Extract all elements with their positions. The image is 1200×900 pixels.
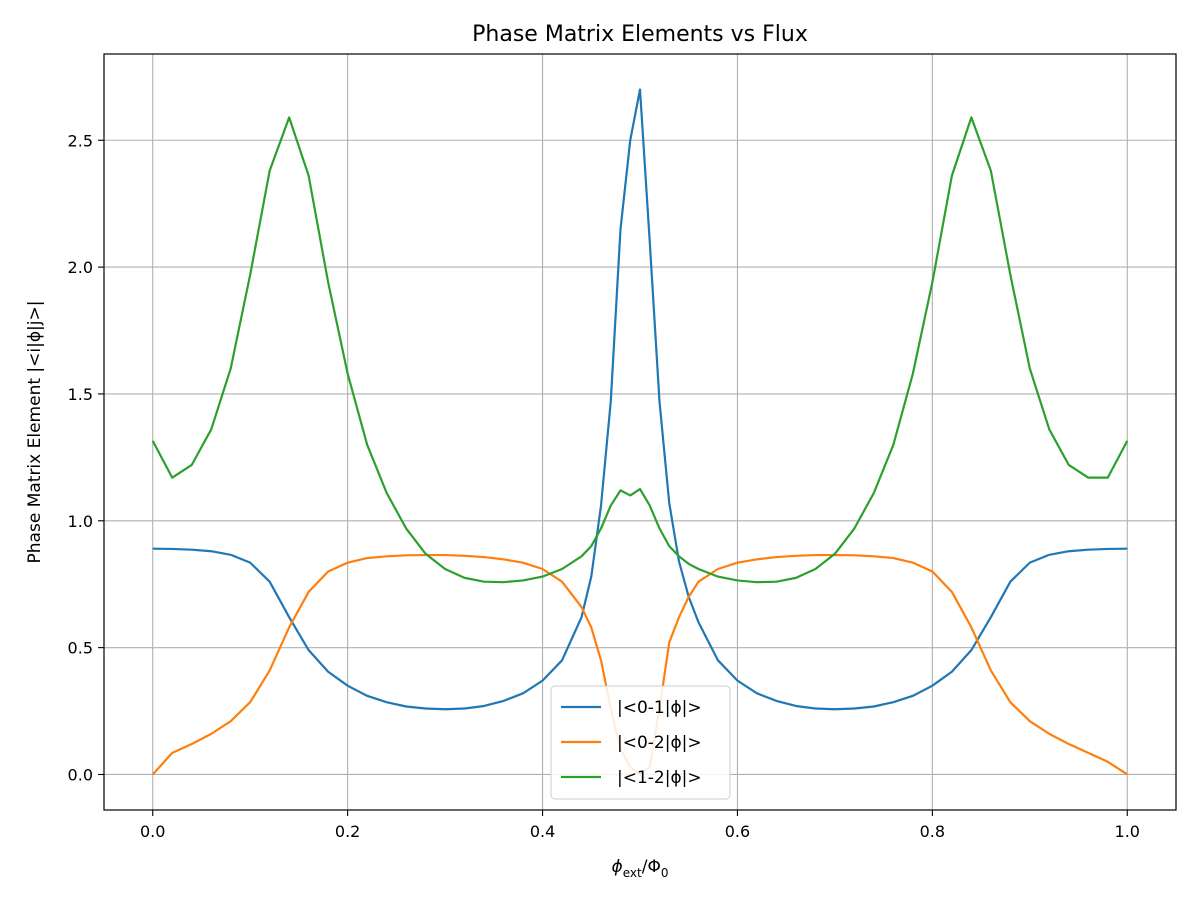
legend-label-0-1: |<0-1|ϕ|> xyxy=(617,698,702,718)
y-axis-label: Phase Matrix Element |<i|ϕ|j>| xyxy=(25,301,45,564)
axis-ticks: 0.0 0.2 0.4 0.6 0.8 1.0 0.0 0.5 1.0 1.5 2.0 2.5 xyxy=(68,131,1140,841)
x-tick-label: 0.2 xyxy=(335,822,360,841)
x-axis-label-mid: /Φ xyxy=(642,857,661,877)
y-tick-label: 0.0 xyxy=(68,765,93,784)
y-tick-label: 2.5 xyxy=(68,131,93,150)
x-tick-label: 0.0 xyxy=(140,822,165,841)
grid-lines xyxy=(104,54,1176,810)
x-tick-label: 0.8 xyxy=(920,822,945,841)
chart-title: Phase Matrix Elements vs Flux xyxy=(472,22,808,47)
series-line-1-2 xyxy=(151,116,1129,584)
x-axis-label-phi: ϕ xyxy=(612,857,623,877)
x-tick-label: 1.0 xyxy=(1115,822,1140,841)
series-line-0-1 xyxy=(152,88,1128,711)
legend-label-1-2: |<1-2|ϕ|> xyxy=(617,768,702,788)
x-axis-label: ϕext/Φ0 xyxy=(612,857,669,880)
legend-label-0-2: |<0-2|ϕ|> xyxy=(617,733,702,753)
x-axis-label-sub: ext xyxy=(623,866,642,880)
x-tick-label: 0.6 xyxy=(725,822,750,841)
y-tick-label: 2.0 xyxy=(68,258,93,277)
plot-frame xyxy=(103,53,1177,811)
x-tick-label: 0.4 xyxy=(530,822,555,841)
legend: |<0-1|ϕ|> |<0-2|ϕ|> |<1-2|ϕ|> xyxy=(550,685,731,800)
y-tick-label: 0.5 xyxy=(68,639,93,658)
y-tick-label: 1.0 xyxy=(68,512,93,531)
x-axis-label-sub2: 0 xyxy=(661,866,669,880)
y-tick-label: 1.5 xyxy=(68,385,93,404)
legend-box xyxy=(550,685,731,800)
